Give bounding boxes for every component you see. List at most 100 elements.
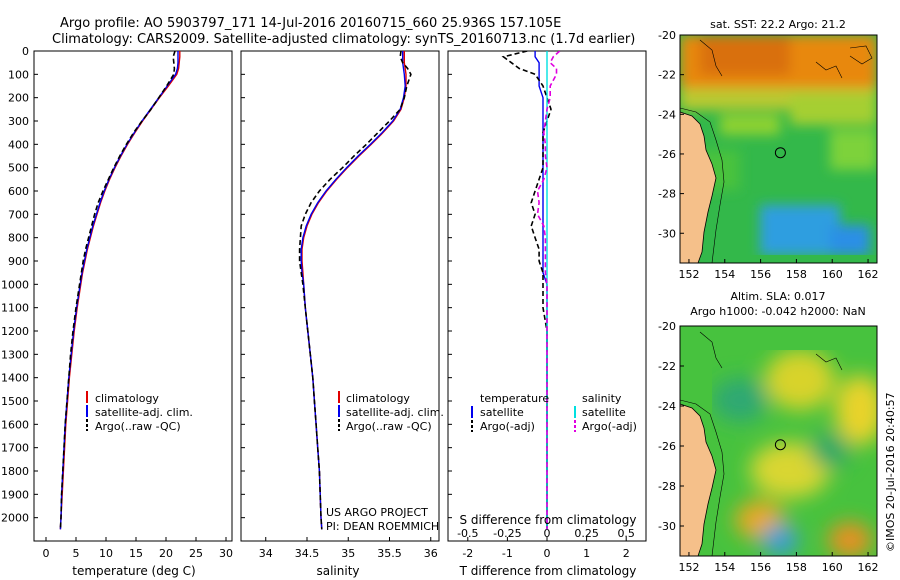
series-line-salinity-argo-adj- (536, 51, 561, 530)
lat-tick-label: -22 (658, 69, 676, 82)
temperature-panel-frame (33, 50, 233, 542)
lon-tick-label: 154 (714, 268, 735, 281)
x-tick-label: 0 (43, 547, 50, 560)
temperature-x-axis: 0 5 10 15 20 25 30 (43, 537, 233, 560)
salinity-panel-frame (240, 50, 440, 542)
s-diff-tick-label: -0.25 (493, 527, 521, 540)
s-diff-tick-label: 0.5 (617, 527, 635, 540)
lat-tick-label: -22 (658, 360, 676, 373)
legend-climatology-label: climatology (346, 392, 410, 405)
legend-argo-label: Argo(..raw -QC) (95, 420, 181, 433)
difference-legend: temperature salinity satellite Argo(-adj… (471, 392, 637, 433)
s-diff-tick-label: 0 (544, 527, 551, 540)
series-line-argo-raw-qc- (59, 51, 176, 530)
x-tick-label: -1 (502, 547, 513, 560)
depth-tick-label: 200 (8, 92, 29, 105)
series-line-temperature-argo-adj- (501, 51, 552, 530)
sla-map (680, 326, 877, 556)
legend-t-argo-label: Argo(-adj) (480, 420, 535, 433)
x-tick-label: 34 (259, 547, 273, 560)
difference-series (501, 51, 561, 530)
legend-argo-label: Argo(..raw -QC) (346, 420, 432, 433)
depth-tick-label: 1800 (1, 465, 29, 478)
lon-tick-label: 152 (678, 561, 699, 574)
x-tick-label: 15 (129, 547, 143, 560)
lon-tick-label: 162 (858, 268, 879, 281)
lat-tick-label: -30 (658, 227, 676, 240)
depth-tick-label: 600 (8, 185, 29, 198)
sst-map-frame (679, 34, 878, 264)
lat-tick-label: -30 (658, 520, 676, 533)
lon-tick-label: 152 (678, 268, 699, 281)
lat-tick-label: -24 (658, 108, 676, 121)
legend-satellite-label: satellite-adj. clim. (346, 406, 444, 419)
header-line1: Argo profile: AO 5903797_171 14-Jul-2016… (60, 16, 561, 31)
lat-tick-label: -20 (658, 29, 676, 42)
contour-line (680, 107, 725, 263)
legend-t-satellite-label: satellite (480, 406, 524, 419)
contour-line (849, 45, 873, 65)
contour-line (699, 39, 723, 77)
x-tick-label: -2 (462, 547, 473, 560)
salinity-series (298, 51, 412, 530)
salinity-x-axis: 34 34.5 35 35.5 36 (259, 537, 438, 560)
t-difference-xlabel: T difference from climatology (459, 564, 637, 578)
lon-tick-label: 156 (750, 268, 771, 281)
lat-tick-label: -28 (658, 188, 676, 201)
depth-tick-label: 1900 (1, 488, 29, 501)
sla-map-frame (679, 325, 878, 557)
depth-tick-label: 400 (8, 138, 29, 151)
header-line2: Climatology: CARS2009. Satellite-adjuste… (52, 32, 635, 47)
series-line-argo-raw-qc- (298, 51, 412, 530)
sst-map-title: sat. SST: 22.2 Argo: 21.2 (710, 18, 846, 31)
depth-tick-label: 700 (8, 208, 29, 221)
legend-salinity-title: salinity (582, 392, 622, 405)
temperature-legend: climatology satellite-adj. clim. Argo(..… (86, 391, 193, 433)
x-tick-label: 34.5 (295, 547, 320, 560)
sla-map-axes: 152 154 156 158 160 162 -20 -22 -24 -26 -28 -30 (658, 320, 879, 574)
depth-tick-label: 300 (8, 115, 29, 128)
depth-tick-label: 1400 (1, 372, 29, 385)
depth-tick-label: 500 (8, 162, 29, 175)
x-tick-label: 30 (219, 547, 233, 560)
contour-line (699, 331, 723, 369)
lat-tick-label: -20 (658, 320, 676, 333)
s-difference-x-axis: -0.5 -0.25 0 0.25 0.5 (457, 527, 635, 540)
depth-tick-label: 0 (22, 45, 29, 58)
legend-temperature-title: temperature (480, 392, 549, 405)
x-tick-label: 1 (583, 547, 590, 560)
argo-position-marker (774, 147, 786, 159)
sla-map-title: Altim. SLA: 0.017 (730, 290, 825, 303)
depth-tick-label: 1300 (1, 348, 29, 361)
australia-land (680, 403, 717, 556)
lat-tick-label: -26 (658, 148, 676, 161)
depth-tick-label: 100 (8, 68, 29, 81)
depth-tick-label: 1000 (1, 278, 29, 291)
temperature-series (59, 51, 181, 530)
lon-tick-label: 158 (786, 268, 807, 281)
x-tick-label: 36 (424, 547, 438, 560)
australia-land (680, 111, 717, 263)
temperature-xlabel: temperature (deg C) (72, 564, 195, 578)
depth-tick-label: 2000 (1, 512, 29, 525)
x-tick-label: 5 (73, 547, 80, 560)
pi-credit: PI: DEAN ROEMMICH (326, 520, 439, 533)
argo-position-marker (774, 439, 786, 451)
depth-tick-label: 1700 (1, 442, 29, 455)
s-diff-tick-label: 0.25 (574, 527, 599, 540)
lon-tick-label: 160 (822, 561, 843, 574)
contour-line (815, 353, 843, 371)
depth-axis: 0 100 200 300 400 500 600 700 800 900 1000 1100 1200… (1, 45, 452, 525)
depth-tick-label: 1100 (1, 302, 29, 315)
x-tick-label: 25 (189, 547, 203, 560)
sst-map-axes: 152 154 156 158 160 162 -20 -22 -24 -26 -28 -30 (658, 29, 879, 281)
s-diff-tick-label: -0.5 (457, 527, 478, 540)
t-difference-x-axis: -2 -1 0 1 2 (462, 537, 630, 560)
legend-s-argo-label: Argo(-adj) (582, 420, 637, 433)
depth-tick-label: 800 (8, 232, 29, 245)
depth-tick-label: 1200 (1, 325, 29, 338)
contour-line (815, 61, 843, 79)
salinity-legend: climatology satellite-adj. clim. Argo(..… (338, 391, 444, 433)
lon-tick-label: 162 (858, 561, 879, 574)
lat-tick-label: -28 (658, 480, 676, 493)
